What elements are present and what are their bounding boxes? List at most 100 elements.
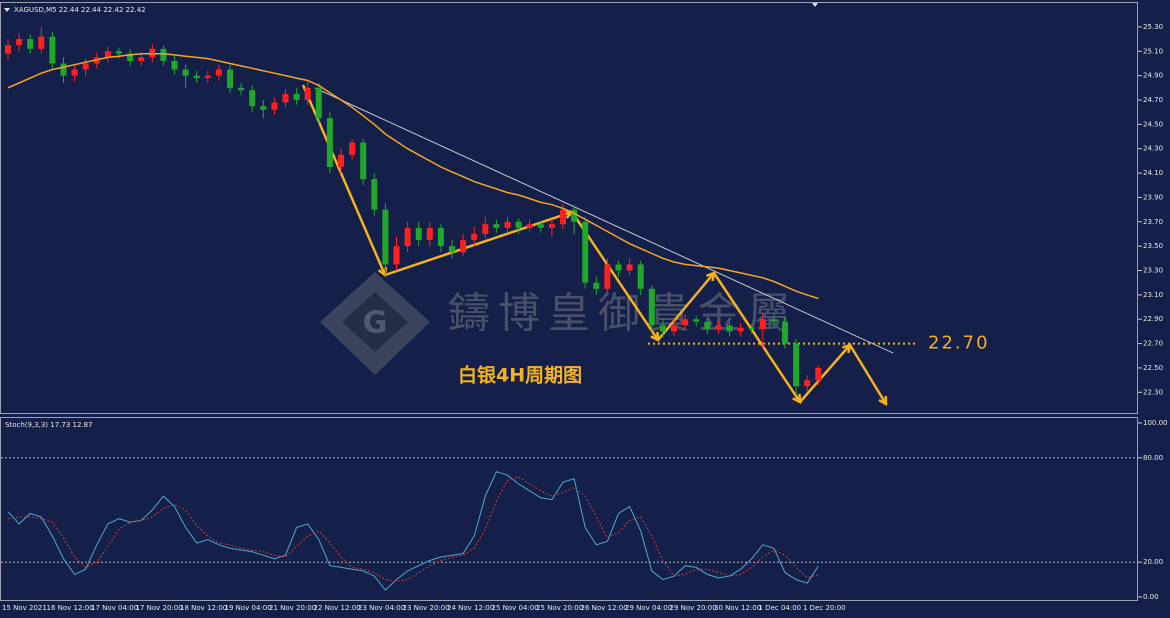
candle-body [460, 240, 467, 253]
y-tick-label: 20.00 [1143, 558, 1163, 566]
zigzag-leg [657, 273, 714, 341]
candle-body [493, 224, 500, 228]
candle-body [27, 39, 34, 49]
y-tick-label: 24.50 [1143, 120, 1163, 128]
candle-body [582, 221, 589, 283]
logo-letter: G [363, 306, 388, 341]
y-tick-label: 22.70 [1143, 340, 1163, 348]
candle-body [338, 154, 344, 167]
candle-body [704, 321, 711, 329]
x-tick-label: 16 Nov 12:00 [47, 604, 94, 612]
candle-body [593, 282, 600, 289]
menu-arrow[interactable] [4, 8, 10, 12]
x-tick-label: 19 Nov 04:00 [225, 604, 272, 612]
candle-body [759, 319, 766, 329]
x-tick-label: 25 Nov 20:00 [536, 604, 583, 612]
candle-body [38, 36, 45, 49]
candle-body [204, 75, 211, 79]
candle-body [471, 233, 478, 241]
candle-body [315, 87, 322, 119]
candle-body [127, 53, 134, 62]
x-tick-label: 21 Nov 20:00 [269, 604, 316, 612]
x-tick-label: 17 Nov 20:00 [136, 604, 183, 612]
candle-body [138, 57, 145, 62]
x-tick-label: 29 Nov 20:00 [670, 604, 717, 612]
candle-body [693, 319, 700, 322]
candle-body [404, 227, 411, 247]
candle-body [604, 264, 611, 289]
x-tick-label: 18 Nov 12:00 [180, 604, 227, 612]
zigzag-leg [799, 345, 850, 403]
x-tick-label: 17 Nov 04:00 [91, 604, 138, 612]
candle-body [238, 87, 245, 91]
candle-body [449, 246, 455, 253]
chart-title: XAGUSD,M5 22.44 22.44 22.42 22.42 [14, 6, 146, 14]
watermark-text: 鑄博皇御貴金屬 [448, 289, 798, 338]
candle-body [504, 221, 511, 228]
candle-body [548, 224, 555, 228]
x-tick-label: 22 Nov 12:00 [314, 604, 361, 612]
candle-body [282, 93, 289, 103]
candle-body [571, 209, 578, 222]
y-tick-label: 24.30 [1143, 145, 1163, 153]
candle-body [782, 321, 788, 344]
candle-body [227, 69, 233, 88]
candle-body [371, 179, 378, 210]
candle-body [249, 90, 256, 107]
stoch-panel-frame [0, 417, 1138, 601]
x-tick-label: 25 Nov 04:00 [492, 604, 539, 612]
candle-body [104, 51, 111, 58]
candle-body [271, 102, 278, 110]
candle-body [182, 69, 189, 76]
candle-body [116, 51, 122, 54]
candle-body [715, 325, 722, 329]
y-tick-label: 24.10 [1143, 169, 1163, 177]
stoch-line [7, 471, 819, 591]
shift-marker [812, 3, 818, 7]
stoch-line [7, 476, 819, 582]
candle-body [360, 142, 367, 180]
candle-body [349, 142, 356, 155]
candle-body [659, 325, 666, 332]
y-tick-label: 25.10 [1143, 47, 1163, 55]
candle-body [526, 224, 533, 228]
candle-body [615, 264, 622, 271]
zigzag-leg [848, 344, 886, 404]
y-tick-label: 23.90 [1143, 193, 1163, 201]
y-tick-label: 23.70 [1143, 218, 1163, 226]
candle-body [326, 118, 333, 167]
x-tick-label: 23 Nov 20:00 [403, 604, 450, 612]
y-tick-label: 25.30 [1143, 23, 1163, 31]
candle-body [793, 343, 800, 387]
x-tick-label: 1 Dec 20:00 [803, 604, 846, 612]
chart-caption: 白银4H周期图 [458, 364, 582, 387]
level-label: 22.70 [928, 333, 990, 354]
candle-body [815, 367, 822, 381]
candle-body [16, 39, 23, 46]
candle-body [193, 75, 200, 79]
watermark: G 鑄博皇御貴金屬 [320, 272, 798, 375]
y-tick-label: 24.90 [1143, 72, 1163, 80]
candle-body [82, 63, 89, 70]
candle-body [293, 93, 300, 100]
main-panel-frame [0, 2, 1138, 414]
candle-body [804, 380, 811, 387]
candle-body [560, 209, 566, 225]
candle-body [482, 224, 489, 234]
candle-body [682, 319, 689, 326]
candle-body [382, 209, 389, 265]
candle-body [393, 246, 400, 265]
y-tick-label: 23.30 [1143, 267, 1163, 275]
candle-body [171, 61, 178, 70]
candle-body [648, 288, 655, 326]
y-tick-label: 80.00 [1143, 454, 1163, 462]
y-tick-label: 24.70 [1143, 96, 1163, 104]
moving-average [7, 52, 819, 300]
candle-body [671, 325, 677, 332]
candle-body [5, 45, 11, 54]
y-tick-label: 0.00 [1143, 593, 1159, 601]
logo-diamond [320, 272, 430, 375]
candle-body [160, 48, 167, 62]
